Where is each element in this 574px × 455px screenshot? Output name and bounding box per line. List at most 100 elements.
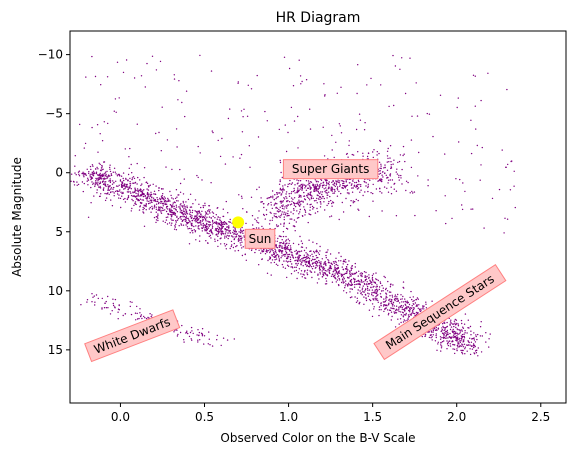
data-point	[330, 266, 332, 268]
data-point	[109, 178, 111, 180]
data-point	[459, 178, 461, 181]
data-point	[338, 270, 340, 272]
data-point	[110, 199, 112, 201]
data-point	[320, 179, 323, 181]
data-point	[344, 272, 346, 275]
data-point	[355, 280, 358, 283]
data-point	[83, 176, 85, 178]
data-point	[100, 174, 102, 176]
data-point	[384, 300, 387, 303]
data-point	[148, 208, 150, 210]
annotation-box	[244, 228, 276, 249]
data-point	[75, 174, 77, 176]
data-point	[336, 189, 339, 191]
data-point	[171, 210, 173, 212]
data-point	[267, 197, 269, 199]
data-point	[402, 301, 405, 303]
data-point	[358, 209, 360, 211]
data-point	[125, 185, 128, 188]
data-point	[302, 265, 304, 267]
data-point	[207, 220, 209, 222]
data-point	[114, 298, 117, 301]
data-point	[449, 323, 451, 325]
data-point	[355, 184, 358, 187]
data-point	[90, 177, 93, 179]
data-point	[270, 195, 272, 198]
data-point	[107, 307, 109, 309]
data-point	[337, 181, 339, 183]
data-point	[317, 194, 319, 197]
data-point	[214, 240, 216, 242]
data-point	[121, 195, 123, 197]
data-point	[198, 228, 200, 230]
data-point	[229, 108, 231, 110]
data-point	[302, 184, 304, 187]
data-point	[283, 242, 285, 245]
data-point	[404, 309, 406, 311]
data-point	[380, 84, 382, 86]
data-point	[303, 256, 306, 259]
data-point	[240, 110, 243, 112]
data-point	[227, 237, 229, 240]
data-point	[282, 235, 285, 238]
data-point	[167, 208, 169, 210]
data-point	[356, 185, 359, 188]
data-point	[472, 208, 474, 210]
data-point	[203, 217, 206, 219]
data-point	[279, 179, 281, 181]
data-point	[361, 275, 363, 278]
data-point	[513, 185, 515, 187]
data-point	[373, 285, 375, 288]
data-point	[358, 281, 360, 283]
data-point	[377, 299, 379, 302]
data-point	[145, 205, 147, 208]
data-point	[452, 348, 454, 350]
data-point	[411, 298, 413, 301]
data-point	[349, 288, 351, 290]
data-point	[71, 173, 73, 175]
data-point	[182, 205, 184, 207]
data-point	[308, 262, 310, 264]
data-point	[321, 276, 323, 278]
data-point	[331, 281, 334, 283]
data-point	[199, 339, 201, 341]
data-point	[278, 208, 280, 211]
data-point	[291, 218, 293, 220]
data-point	[101, 297, 104, 300]
data-point	[109, 170, 112, 173]
data-point	[280, 202, 282, 204]
data-point	[374, 290, 376, 292]
data-point	[435, 326, 437, 329]
data-point	[216, 334, 218, 337]
data-point	[280, 242, 282, 244]
data-point	[357, 283, 359, 285]
data-point	[96, 166, 98, 169]
data-point	[349, 284, 351, 286]
data-point	[107, 188, 109, 190]
data-point	[336, 279, 339, 281]
data-point	[441, 337, 443, 339]
data-point	[432, 329, 434, 331]
data-point	[171, 197, 173, 199]
data-point	[377, 180, 379, 182]
data-point	[153, 200, 155, 202]
data-point	[153, 204, 156, 206]
data-point	[269, 256, 272, 259]
data-point	[233, 229, 235, 231]
data-point	[443, 332, 446, 334]
data-point	[283, 216, 285, 218]
data-point	[143, 315, 145, 318]
data-point	[501, 149, 503, 151]
data-point	[234, 228, 236, 230]
data-point	[441, 341, 444, 343]
data-point	[283, 213, 285, 215]
data-point	[220, 243, 222, 245]
data-point	[398, 302, 401, 304]
data-point	[306, 272, 308, 274]
data-point	[295, 253, 297, 255]
data-point	[212, 131, 214, 134]
data-point	[384, 164, 386, 166]
data-point	[305, 184, 307, 187]
data-point	[285, 150, 288, 153]
data-point	[120, 175, 123, 177]
